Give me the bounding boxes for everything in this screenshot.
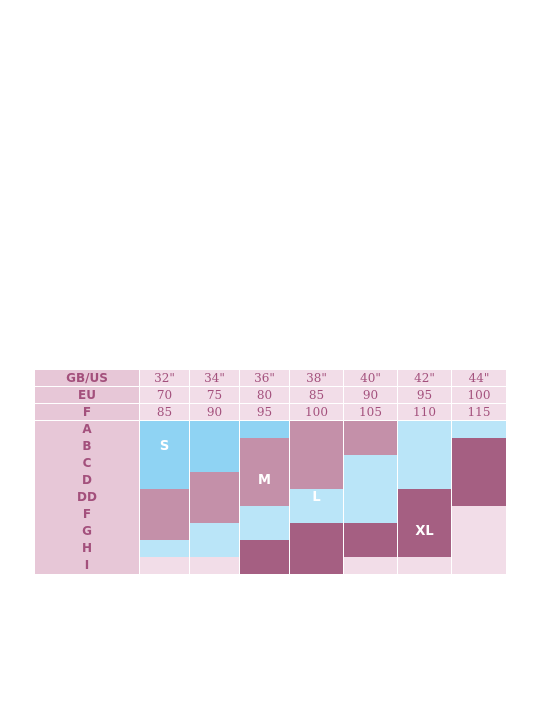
cup-label: I — [35, 557, 139, 574]
size-cell — [398, 438, 451, 455]
size-cell — [398, 540, 451, 557]
size-cell — [190, 455, 239, 472]
size-cell — [190, 438, 239, 455]
size-cell — [140, 557, 189, 574]
size-cell — [290, 540, 343, 557]
size-cell — [398, 472, 451, 489]
header-value: 44" — [452, 370, 506, 386]
header-value: 36" — [240, 370, 289, 386]
cup-label: G — [35, 523, 139, 540]
cup-label: A — [35, 421, 139, 438]
cup-label: D — [35, 472, 139, 489]
size-cell — [452, 523, 506, 540]
header-value: 80 — [240, 387, 289, 403]
size-cell — [240, 557, 289, 574]
header-value: 95 — [240, 404, 289, 420]
size-cell — [240, 523, 289, 540]
size-cell — [190, 472, 239, 489]
size-cell — [290, 438, 343, 455]
size-cell — [398, 489, 451, 506]
size-cell — [240, 489, 289, 506]
size-cell — [140, 455, 189, 472]
cup-label: H — [35, 540, 139, 557]
header-value: 38" — [290, 370, 343, 386]
size-cell — [140, 472, 189, 489]
header-value: 85 — [290, 387, 343, 403]
header-value: 34" — [190, 370, 239, 386]
cup-label: F — [35, 506, 139, 523]
size-cell — [398, 421, 451, 438]
size-cell — [344, 489, 397, 506]
header-value: 70 — [140, 387, 189, 403]
header-label: EU — [35, 387, 139, 403]
size-cell — [344, 540, 397, 557]
header-label: GB/US — [35, 370, 139, 386]
header-value: 95 — [398, 387, 451, 403]
size-cell — [452, 472, 506, 489]
size-cell — [344, 421, 397, 438]
size-cell — [344, 557, 397, 574]
header-value: 85 — [140, 404, 189, 420]
size-cell: S — [140, 438, 189, 455]
size-cell: L — [290, 489, 343, 506]
size-cell — [240, 506, 289, 523]
cup-label: B — [35, 438, 139, 455]
header-value: 90 — [344, 387, 397, 403]
size-cell: M — [240, 472, 289, 489]
size-cell — [240, 540, 289, 557]
size-cell — [290, 455, 343, 472]
size-cell — [398, 557, 451, 574]
size-cell — [290, 557, 343, 574]
size-cell — [344, 506, 397, 523]
size-cell — [190, 540, 239, 557]
size-cell — [344, 523, 397, 540]
size-cell — [190, 557, 239, 574]
header-value: 105 — [344, 404, 397, 420]
size-cell — [344, 455, 397, 472]
size-table: GB/US 32" 34" 36" 38" 40" 42" 44" EU 70 75 80 85 90 95… — [35, 370, 506, 574]
size-cell — [240, 438, 289, 455]
cup-label: DD — [35, 489, 139, 506]
size-cell — [452, 489, 506, 506]
cup-label: C — [35, 455, 139, 472]
size-cell — [290, 472, 343, 489]
size-cell — [140, 506, 189, 523]
size-cell — [240, 421, 289, 438]
header-label: F — [35, 404, 139, 420]
size-cell — [190, 489, 239, 506]
size-cell — [452, 506, 506, 523]
size-cell — [140, 489, 189, 506]
size-cell — [240, 455, 289, 472]
size-cell — [140, 421, 189, 438]
header-value: 110 — [398, 404, 451, 420]
size-cell — [452, 455, 506, 472]
size-cell — [190, 523, 239, 540]
size-cell — [290, 506, 343, 523]
size-cell — [140, 523, 189, 540]
size-cell — [452, 540, 506, 557]
header-value: 100 — [452, 387, 506, 403]
header-value: 32" — [140, 370, 189, 386]
size-cell — [344, 472, 397, 489]
size-cell — [290, 421, 343, 438]
size-cell — [452, 421, 506, 438]
header-value: 75 — [190, 387, 239, 403]
header-value: 100 — [290, 404, 343, 420]
header-value: 40" — [344, 370, 397, 386]
header-value: 90 — [190, 404, 239, 420]
header-value: 115 — [452, 404, 506, 420]
size-cell — [452, 438, 506, 455]
size-cell — [190, 506, 239, 523]
size-cell — [398, 506, 451, 523]
size-cell — [290, 523, 343, 540]
size-cell — [344, 438, 397, 455]
header-value: 42" — [398, 370, 451, 386]
size-cell — [190, 421, 239, 438]
size-cell — [140, 540, 189, 557]
size-cell: XL — [398, 523, 451, 540]
size-cell — [398, 455, 451, 472]
size-cell — [452, 557, 506, 574]
